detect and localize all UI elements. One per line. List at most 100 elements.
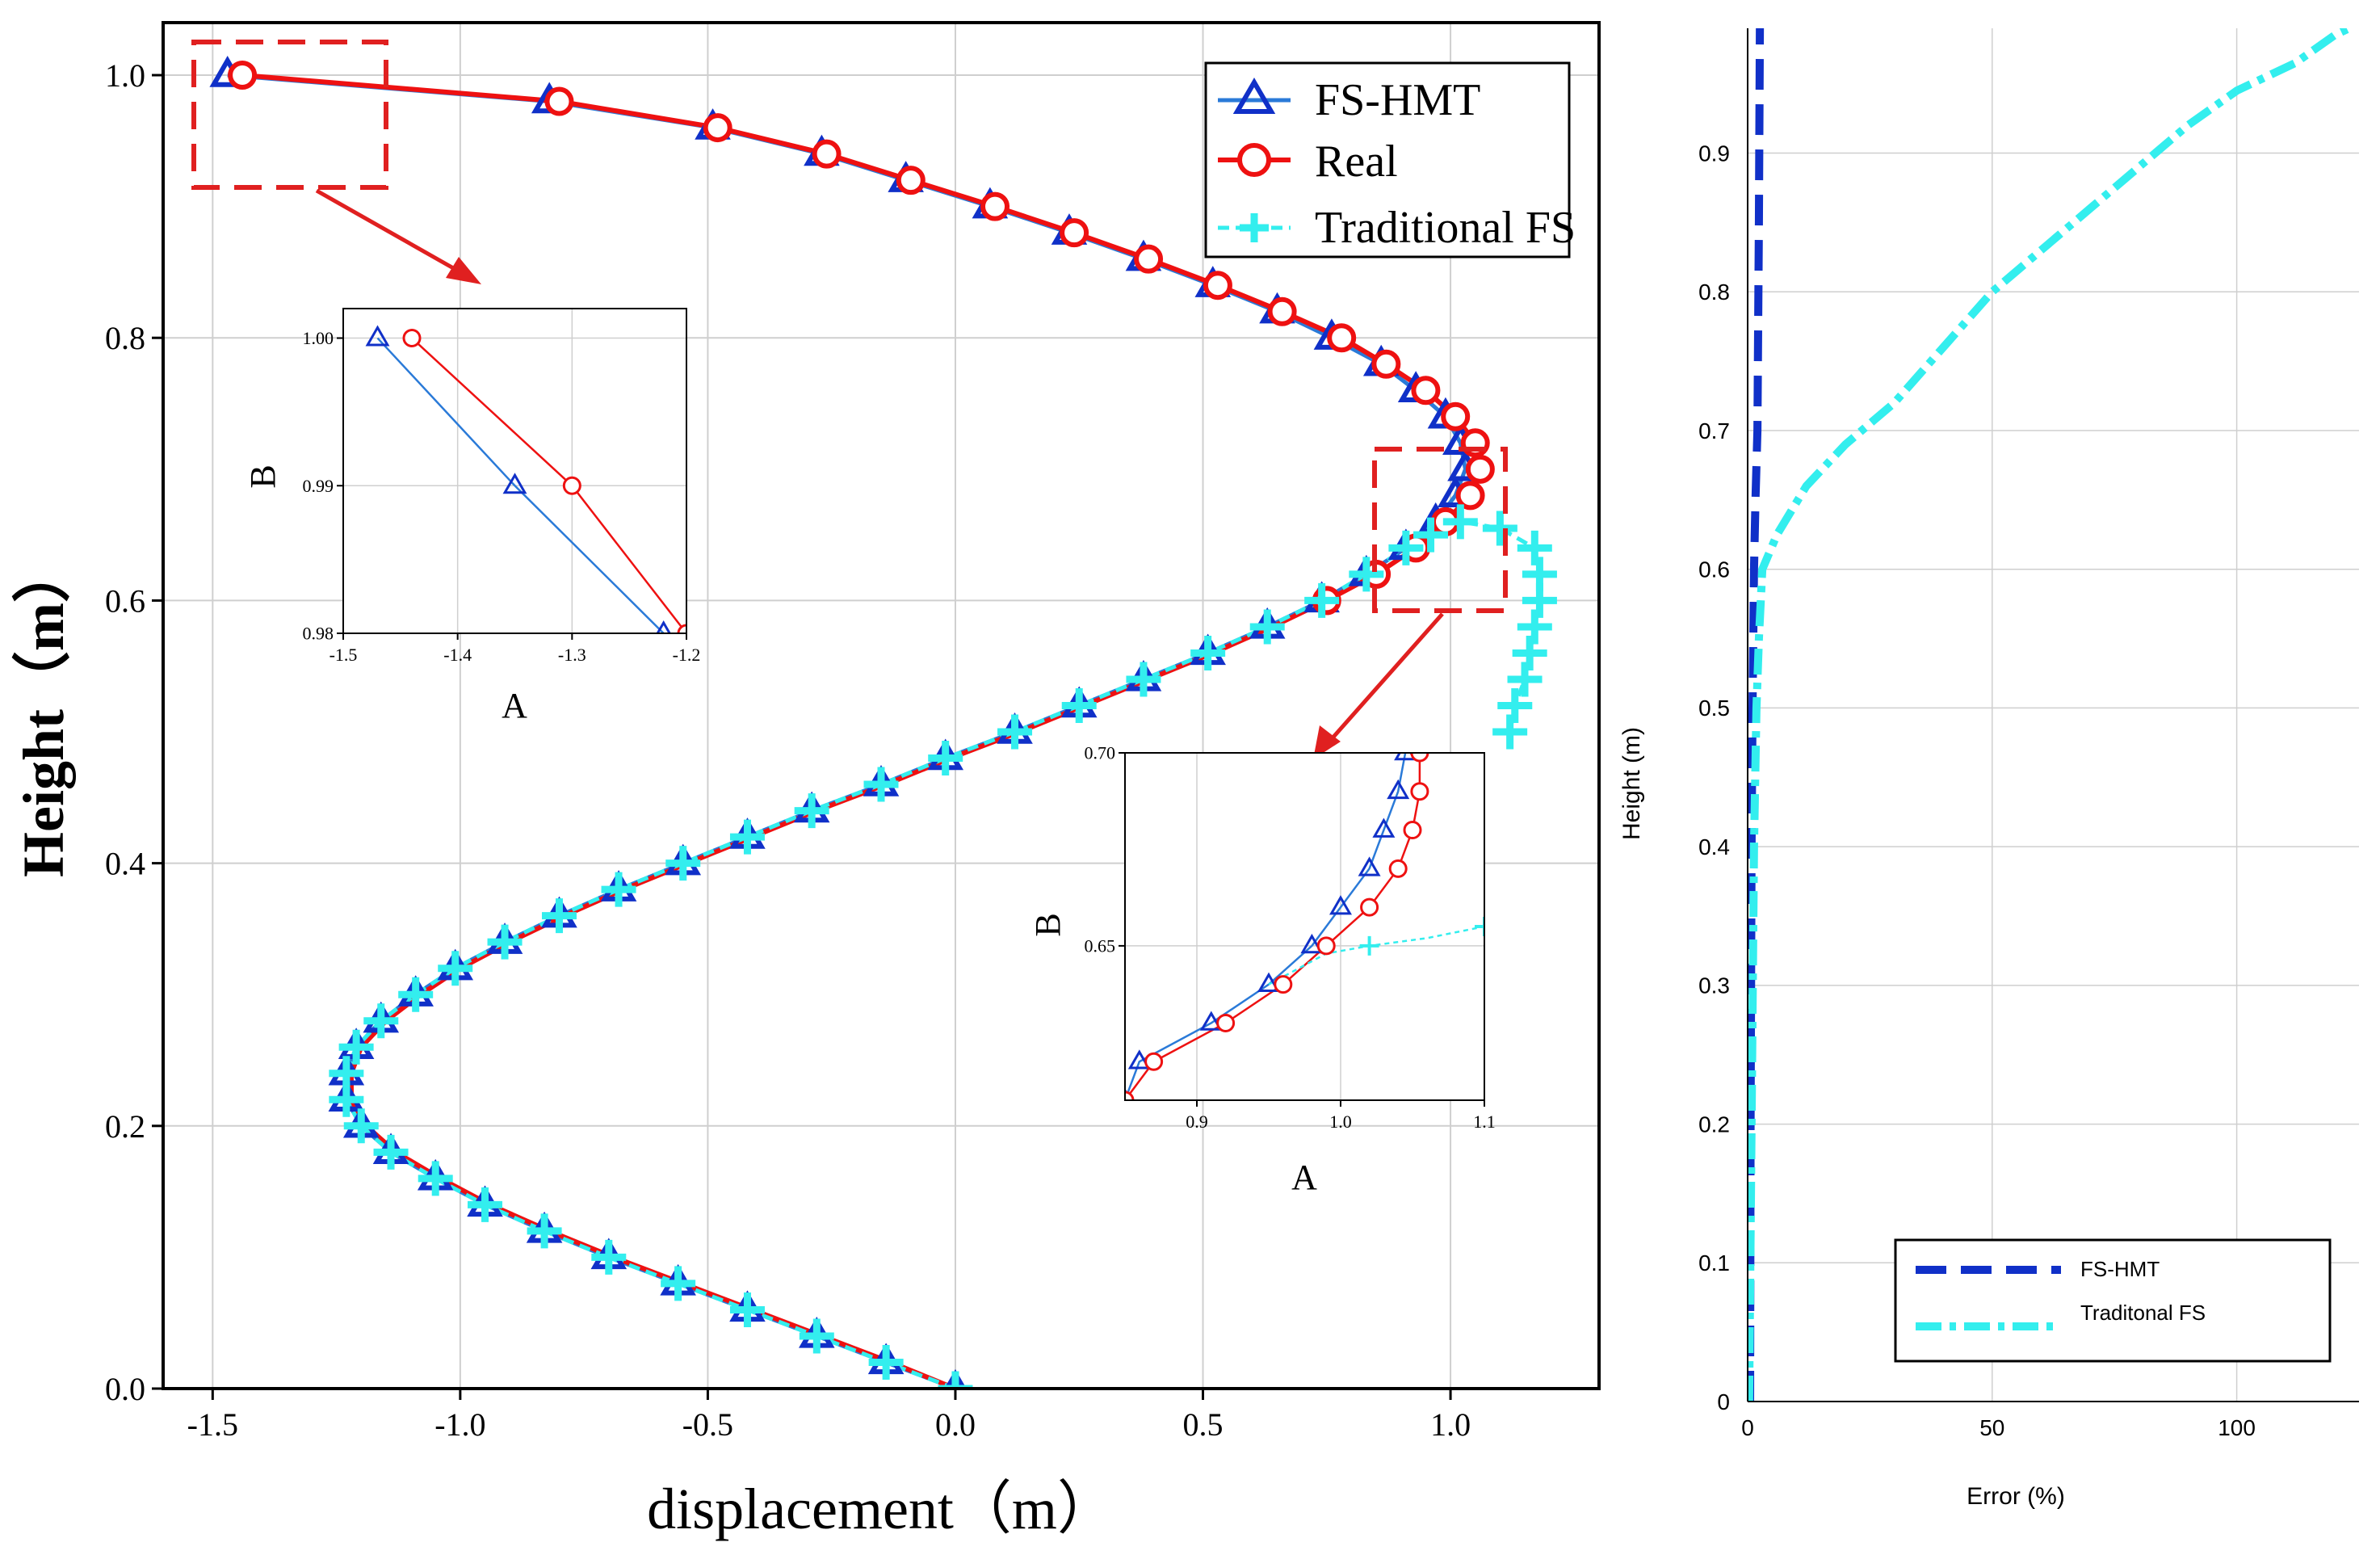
traditional-fs-marker bbox=[527, 1213, 562, 1249]
y-tick-label: 0.0 bbox=[105, 1371, 145, 1407]
traditional-fs-marker bbox=[1413, 517, 1449, 553]
traditional-fs-marker bbox=[729, 1292, 765, 1327]
traditional-fs-marker bbox=[338, 1029, 374, 1065]
y-tick-label: 0.99 bbox=[303, 476, 334, 496]
y-tick-label: 0.65 bbox=[1085, 936, 1116, 956]
legend-plus-marker bbox=[1240, 213, 1269, 242]
x-tick-label: 0.5 bbox=[1183, 1406, 1224, 1443]
real-marker bbox=[1441, 401, 1471, 431]
main-y-axis-title: Height（m） bbox=[11, 544, 76, 877]
x-tick-label: -1.0 bbox=[434, 1406, 485, 1443]
traditional-fs-marker bbox=[398, 977, 434, 1012]
legend-circle-marker bbox=[1237, 143, 1271, 177]
traditional-fs-marker bbox=[938, 1371, 973, 1389]
inset2-frame bbox=[1124, 752, 1485, 1101]
y-tick-label: 0.1 bbox=[1698, 1250, 1730, 1276]
x-tick-label: 0 bbox=[1741, 1415, 1754, 1440]
inset2-y-axis-title: B bbox=[1028, 913, 1068, 936]
inset2-ticks: 0.9 1.0 1.1 0.65 0.70 bbox=[1085, 743, 1496, 1132]
traditional-fs-marker bbox=[468, 1187, 503, 1222]
real-marker bbox=[1327, 323, 1357, 353]
traditional-fs-marker bbox=[1512, 635, 1547, 670]
inset2-fs-hmt-marker bbox=[1372, 817, 1396, 838]
traditional-fs-marker bbox=[665, 846, 701, 881]
real-marker bbox=[1411, 376, 1441, 406]
x-tick-label: -1.5 bbox=[330, 645, 358, 665]
real-marker bbox=[1134, 244, 1164, 274]
traditional-fs-marker bbox=[1061, 688, 1097, 723]
traditional-fs-marker bbox=[997, 714, 1033, 750]
inset1-fs-hmt-marker bbox=[502, 473, 527, 494]
inset1-frame bbox=[342, 308, 687, 634]
inset2-fs-hmt-marker bbox=[1387, 779, 1410, 800]
error-legend-label-traditional: Traditonal FS bbox=[2080, 1301, 2206, 1325]
main-series bbox=[209, 56, 1557, 1389]
error-chart: 0 50 100 0 0.1 0.2 0.3 0.4 0.5 0.6 0.7 0.8 0.9 Error… bbox=[1618, 28, 2359, 1510]
zoom-box-top bbox=[191, 40, 388, 190]
traditional-fs-marker bbox=[863, 767, 899, 802]
y-tick-label: 0.2 bbox=[1698, 1112, 1730, 1137]
legend-label-traditional-fs: Traditional FS bbox=[1315, 203, 1576, 253]
legend-entry-fs-hmt: FS-HMT bbox=[1218, 75, 1480, 125]
real-marker bbox=[1371, 349, 1401, 379]
error-axes bbox=[1747, 28, 2359, 1402]
x-tick-label: 0.9 bbox=[1186, 1112, 1208, 1132]
real-marker bbox=[980, 191, 1010, 221]
real-marker bbox=[896, 166, 926, 195]
y-tick-label: 0.6 bbox=[1698, 557, 1730, 582]
real-marker bbox=[1465, 454, 1495, 484]
real-marker bbox=[228, 61, 258, 90]
inset1-x-axis-title: A bbox=[502, 686, 527, 725]
inset1-real-marker bbox=[402, 329, 422, 348]
x-tick-label: -1.2 bbox=[673, 645, 701, 665]
inset2-real-marker bbox=[1388, 859, 1408, 878]
real-marker bbox=[703, 113, 732, 143]
main-x-axis-title: displacement（m） bbox=[647, 1477, 1115, 1541]
main-legend: FS-HMT Real Traditional FS bbox=[1204, 61, 1576, 258]
x-tick-label: 50 bbox=[1979, 1415, 2004, 1440]
y-tick-label: 0.4 bbox=[105, 846, 145, 882]
error-series bbox=[1748, 28, 2352, 1402]
y-tick-label: 0.9 bbox=[1698, 141, 1730, 166]
traditional-fs-marker bbox=[794, 793, 829, 829]
y-tick-label: 0.4 bbox=[1698, 834, 1730, 859]
main-frame bbox=[162, 21, 1601, 1390]
y-tick-label: 1.00 bbox=[303, 328, 334, 348]
traditional-fs-marker bbox=[418, 1161, 453, 1196]
traditional-fs-marker bbox=[329, 1056, 364, 1091]
y-tick-label: 0.8 bbox=[1698, 279, 1730, 305]
inset2-fs-hmt-marker bbox=[1127, 1049, 1151, 1070]
traditional-fs-marker bbox=[1482, 511, 1517, 546]
error-plot-area bbox=[1748, 28, 2359, 1402]
inset2-real-marker bbox=[1216, 1013, 1236, 1032]
legend-label-fs-hmt: FS-HMT bbox=[1315, 75, 1480, 125]
real-marker bbox=[544, 86, 574, 116]
traditional-fs-marker bbox=[928, 741, 963, 776]
real-marker bbox=[812, 139, 842, 169]
y-tick-label: 0.7 bbox=[1698, 418, 1730, 443]
traditional-fs-marker bbox=[591, 1239, 627, 1275]
inset2-traditional-fs-marker bbox=[1475, 917, 1484, 936]
error-y-axis-title: Height (m) bbox=[1618, 727, 1645, 840]
traditional-fs-marker bbox=[868, 1344, 904, 1380]
traditional-fs-marker bbox=[1126, 662, 1161, 697]
inset2-fs-hmt-marker bbox=[1199, 1011, 1223, 1031]
traditional-fs-marker bbox=[363, 1003, 399, 1039]
x-tick-label: -0.5 bbox=[682, 1406, 733, 1443]
real-marker bbox=[1203, 271, 1232, 300]
real-marker bbox=[1267, 296, 1297, 326]
x-tick-label: 1.0 bbox=[1329, 1112, 1352, 1132]
traditional-fs-marker bbox=[487, 924, 523, 960]
legend-entry-traditional-fs: Traditional FS bbox=[1218, 203, 1576, 253]
inset2-fs-hmt-marker bbox=[1329, 895, 1352, 915]
inset2-series bbox=[1125, 753, 1484, 1100]
inset2-real-marker bbox=[1410, 782, 1429, 801]
traditional-fs-marker bbox=[1517, 609, 1552, 645]
x-tick-label: -1.4 bbox=[443, 645, 472, 665]
traditional-fs-marker bbox=[373, 1134, 409, 1170]
inset1-real-marker bbox=[562, 476, 581, 495]
main-grid bbox=[163, 23, 1599, 1389]
x-tick-label: 100 bbox=[2218, 1415, 2256, 1440]
inset1-y-axis-title: B bbox=[243, 464, 283, 488]
